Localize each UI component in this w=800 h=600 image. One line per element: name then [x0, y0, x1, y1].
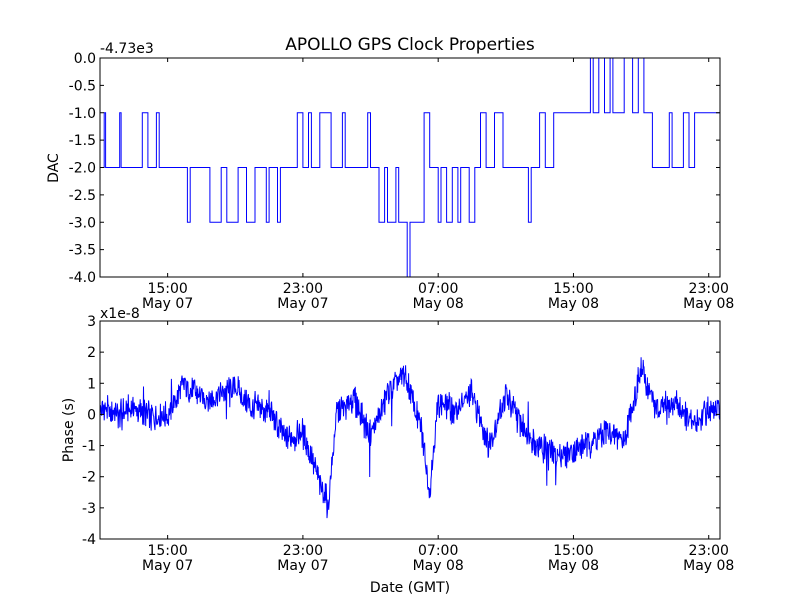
- dac-x-tick-time: 23:00: [283, 281, 323, 297]
- dac-x-tick-time: 23:00: [689, 281, 729, 297]
- x-axis-label: Date (GMT): [370, 580, 450, 596]
- dac-y-tick-label: -3.0: [69, 215, 96, 231]
- dac-panel: -4.73e3 DAC 0.0 -0.5 -1.0 -1.5 -2.0 -2.5 -3.0 -…: [46, 41, 734, 312]
- phase-x-tick-time: 23:00: [283, 543, 323, 559]
- dac-offset-label: -4.73e3: [100, 41, 154, 57]
- phase-series-line: [99, 357, 721, 519]
- dac-y-tick-label: -2.5: [69, 188, 96, 204]
- phase-x-tick-time: 23:00: [689, 543, 729, 559]
- chart-title: APOLLO GPS Clock Properties: [285, 35, 535, 55]
- dac-y-tick-label: 0.0: [74, 51, 96, 67]
- dac-y-tick-label: -3.5: [69, 243, 96, 259]
- dac-x-tick-time: 15:00: [147, 281, 187, 297]
- phase-y-tick-label: -3: [82, 501, 96, 517]
- phase-x-tick-date: May 07: [277, 558, 328, 574]
- dac-y-axis-label: DAC: [46, 153, 62, 183]
- phase-y-axis-label: Phase (s): [61, 398, 77, 462]
- phase-y-tick-label: 3: [87, 314, 96, 330]
- phase-panel: x1e-8 Phase (s) Date (GMT) 3 2 1 0 -1 -2 -3 -4 1…: [61, 306, 734, 596]
- phase-x-tick-time: 15:00: [553, 543, 593, 559]
- phase-x-tick-time: 15:00: [147, 543, 187, 559]
- phase-y-tick-label: -1: [82, 439, 96, 455]
- dac-y-tick-label: -0.5: [69, 78, 96, 94]
- dac-x-tick-date: May 07: [277, 296, 328, 312]
- phase-axes-frame: [99, 320, 721, 540]
- phase-x-tick-date: May 08: [413, 558, 464, 574]
- dac-x-tick-time: 15:00: [553, 281, 593, 297]
- dac-y-tick-label: -1.0: [69, 106, 96, 122]
- phase-x-tick-date: May 07: [142, 558, 193, 574]
- phase-y-tick-label: -4: [82, 532, 96, 548]
- phase-x-tick-date: May 08: [548, 558, 599, 574]
- phase-y-tick-label: 2: [87, 345, 96, 361]
- dac-y-tick-label: -2.0: [69, 161, 96, 177]
- phase-x-tick-date: May 08: [683, 558, 734, 574]
- dac-x-tick-time: 07:00: [418, 281, 458, 297]
- dac-y-tick-label: -4.0: [69, 270, 96, 286]
- dac-x-tick-date: May 08: [683, 296, 734, 312]
- phase-offset-label: x1e-8: [100, 306, 140, 322]
- dac-y-tick-label: -1.5: [69, 133, 96, 149]
- phase-x-tick-time: 07:00: [418, 543, 458, 559]
- phase-y-tick-label: 0: [87, 407, 96, 423]
- dac-x-tick-date: May 08: [413, 296, 464, 312]
- dac-x-tick-date: May 07: [142, 296, 193, 312]
- phase-y-tick-label: 1: [87, 376, 96, 392]
- phase-y-tick-label: -2: [82, 470, 96, 486]
- dac-x-tick-date: May 08: [548, 296, 599, 312]
